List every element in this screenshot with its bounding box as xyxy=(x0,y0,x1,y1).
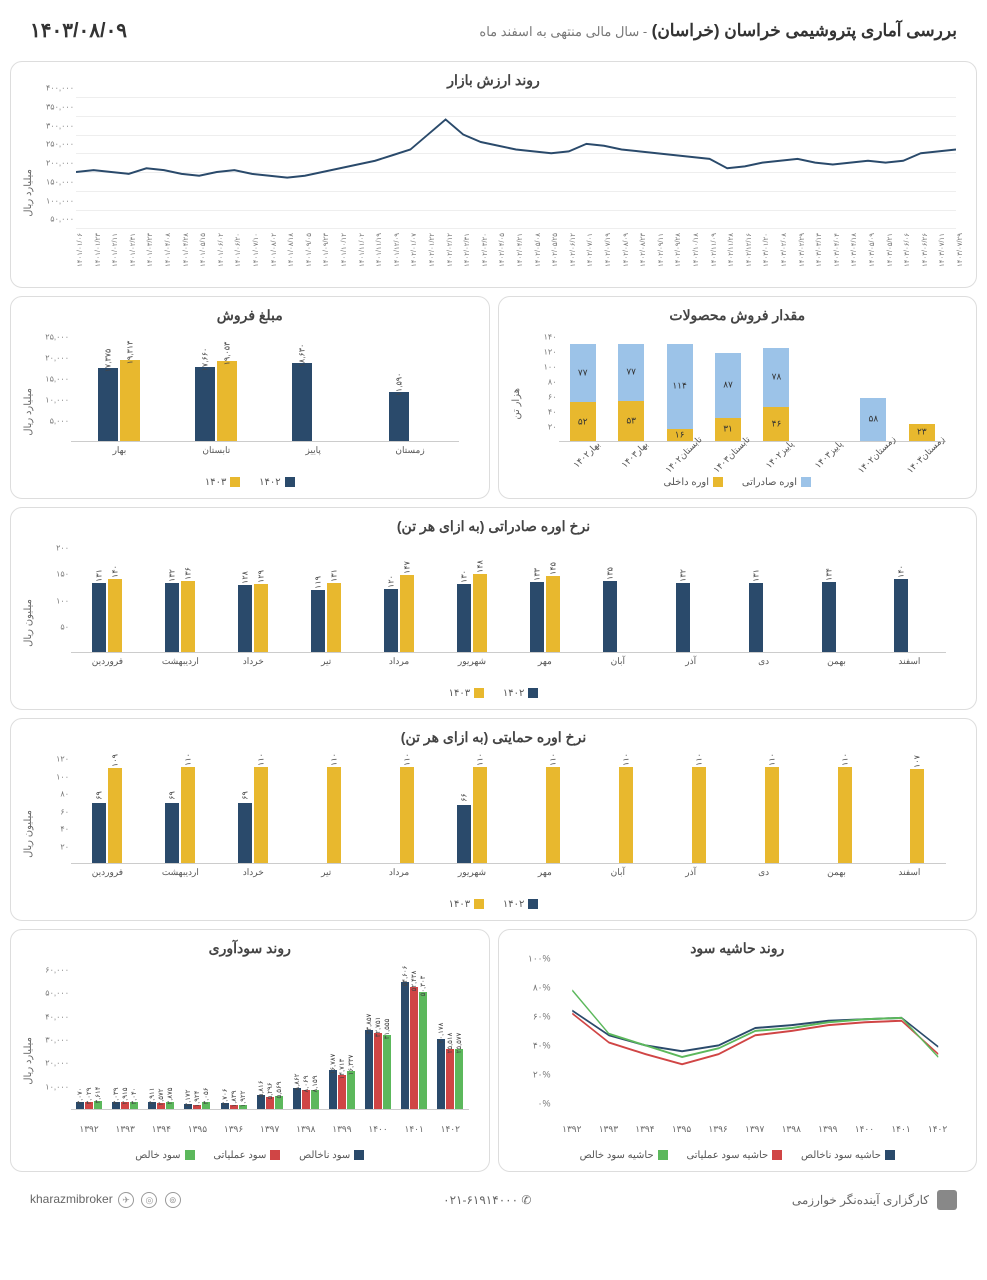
support-rate-legend: ۱۴۰۲ ۱۴۰۳ xyxy=(21,899,966,910)
header-subtitle: - سال مالی منتهی به اسفند ماه xyxy=(479,24,647,39)
legend-mt-op: حاشیه سود عملیاتی xyxy=(686,1150,768,1161)
market-value-ylabel: میلیارد ریال xyxy=(23,169,34,217)
sales-amount-chart: میلیارد ریال ۵,۰۰۰۱۰,۰۰۰۱۵,۰۰۰۲۰,۰۰۰۲۵,۰… xyxy=(21,332,479,472)
legend-mt-gross: حاشیه سود ناخالص xyxy=(801,1150,881,1161)
sales-volume-legend: اوره صادراتی اوره داخلی xyxy=(509,477,967,488)
dribbble-icon: ⊚ xyxy=(165,1192,181,1208)
sales-amount-panel: مبلغ فروش میلیارد ریال ۵,۰۰۰۱۰,۰۰۰۱۵,۰۰۰… xyxy=(10,296,490,499)
header-date: ۱۴۰۳/۰۸/۰۹ xyxy=(30,18,127,43)
sales-amount-legend: ۱۴۰۲ ۱۴۰۳ xyxy=(21,477,479,488)
market-value-title: روند ارزش بازار xyxy=(21,72,966,89)
profit-trend-ylabel: میلیارد ریال xyxy=(23,1037,34,1085)
legend-er-1402: ۱۴۰۲ xyxy=(503,688,524,699)
legend-1402: ۱۴۰۲ xyxy=(259,477,280,488)
company-logo-icon xyxy=(937,1190,957,1210)
sales-volume-chart: هزار تن ۲۰۴۰۶۰۸۰۱۰۰۱۲۰۱۴۰ ۵۲۷۷بهار۱۴۰۲۵۳… xyxy=(509,332,967,472)
support-rate-ylabel: میلیون ریال xyxy=(23,810,34,858)
sales-volume-panel: مقدار فروش محصولات هزار تن ۲۰۴۰۶۰۸۰۱۰۰۱۲… xyxy=(498,296,978,499)
telegram-icon: ✈ xyxy=(118,1192,134,1208)
margin-trend-legend: حاشیه سود ناخالص حاشیه سود عملیاتی حاشیه… xyxy=(509,1150,967,1161)
footer-handle: kharazmibroker xyxy=(30,1192,113,1206)
market-value-chart: میلیارد ریال ۵۰,۰۰۰۱۰۰,۰۰۰۱۵۰,۰۰۰۲۰۰,۰۰۰… xyxy=(21,97,966,277)
export-rate-title: نرخ اوره صادراتی (به ازای هر تن) xyxy=(21,518,966,535)
header-title: بررسی آماری پتروشیمی خراسان (خراسان) xyxy=(652,21,957,40)
profit-trend-legend: سود ناخالص سود عملیاتی سود خالص xyxy=(21,1150,479,1161)
legend-er-1403: ۱۴۰۳ xyxy=(449,688,470,699)
legend-pt-gross: سود ناخالص xyxy=(299,1150,350,1161)
export-rate-ylabel: میلیون ریال xyxy=(23,599,34,647)
export-rate-legend: ۱۴۰۲ ۱۴۰۳ xyxy=(21,688,966,699)
legend-mt-net: حاشیه سود خالص xyxy=(580,1150,654,1161)
margin-trend-title: روند حاشیه سود xyxy=(509,940,967,957)
export-rate-panel: نرخ اوره صادراتی (به ازای هر تن) میلیون … xyxy=(10,507,977,710)
legend-export: اوره صادراتی xyxy=(742,477,797,488)
phone-icon: ✆ xyxy=(521,1193,531,1207)
instagram-icon: ◎ xyxy=(141,1192,157,1208)
legend-sr-1402: ۱۴۰۲ xyxy=(503,899,524,910)
margin-trend-panel: روند حاشیه سود ۰%۲۰%۴۰%۶۰%۸۰%۱۰۰% ۱۳۹۲۱۳… xyxy=(498,929,978,1172)
sales-amount-title: مبلغ فروش xyxy=(21,307,479,324)
export-rate-chart: میلیون ریال ۵۰۱۰۰۱۵۰۲۰۰ ۱۳۱۱۴۰فروردین۱۳۲… xyxy=(21,543,966,683)
legend-domestic: اوره داخلی xyxy=(664,477,710,488)
footer-phone: ۰۲۱-۶۱۹۱۴۰۰۰ xyxy=(443,1193,518,1207)
margin-trend-chart: ۰%۲۰%۴۰%۶۰%۸۰%۱۰۰% ۱۳۹۲۱۳۹۳۱۳۹۴۱۳۹۵۱۳۹۶۱… xyxy=(509,965,967,1145)
market-value-panel: روند ارزش بازار میلیارد ریال ۵۰,۰۰۰۱۰۰,۰… xyxy=(10,61,977,288)
legend-1403: ۱۴۰۳ xyxy=(205,477,226,488)
sales-amount-ylabel: میلیارد ریال xyxy=(23,388,34,436)
support-rate-title: نرخ اوره حمایتی (به ازای هر تن) xyxy=(21,729,966,746)
page-header: بررسی آماری پتروشیمی خراسان (خراسان) - س… xyxy=(10,10,977,51)
profit-trend-chart: میلیارد ریال ۱۰,۰۰۰۲۰,۰۰۰۳۰,۰۰۰۴۰,۰۰۰۵۰,… xyxy=(21,965,479,1145)
profit-trend-title: روند سودآوری xyxy=(21,940,479,957)
sales-volume-ylabel: هزار تن xyxy=(511,388,522,420)
page-footer: کارگزاری آینده‌نگر خوارزمی ✆ ۰۲۱-۶۱۹۱۴۰۰… xyxy=(10,1180,977,1220)
legend-sr-1403: ۱۴۰۳ xyxy=(449,899,470,910)
support-rate-panel: نرخ اوره حمایتی (به ازای هر تن) میلیون ر… xyxy=(10,718,977,921)
legend-pt-net: سود خالص xyxy=(135,1150,180,1161)
profit-trend-panel: روند سودآوری میلیارد ریال ۱۰,۰۰۰۲۰,۰۰۰۳۰… xyxy=(10,929,490,1172)
company-name: کارگزاری آینده‌نگر خوارزمی xyxy=(792,1193,929,1207)
sales-volume-title: مقدار فروش محصولات xyxy=(509,307,967,324)
legend-pt-op: سود عملیاتی xyxy=(213,1150,266,1161)
support-rate-chart: میلیون ریال ۲۰۴۰۶۰۸۰۱۰۰۱۲۰ ۶۹۱۰۹فروردین۶… xyxy=(21,754,966,894)
